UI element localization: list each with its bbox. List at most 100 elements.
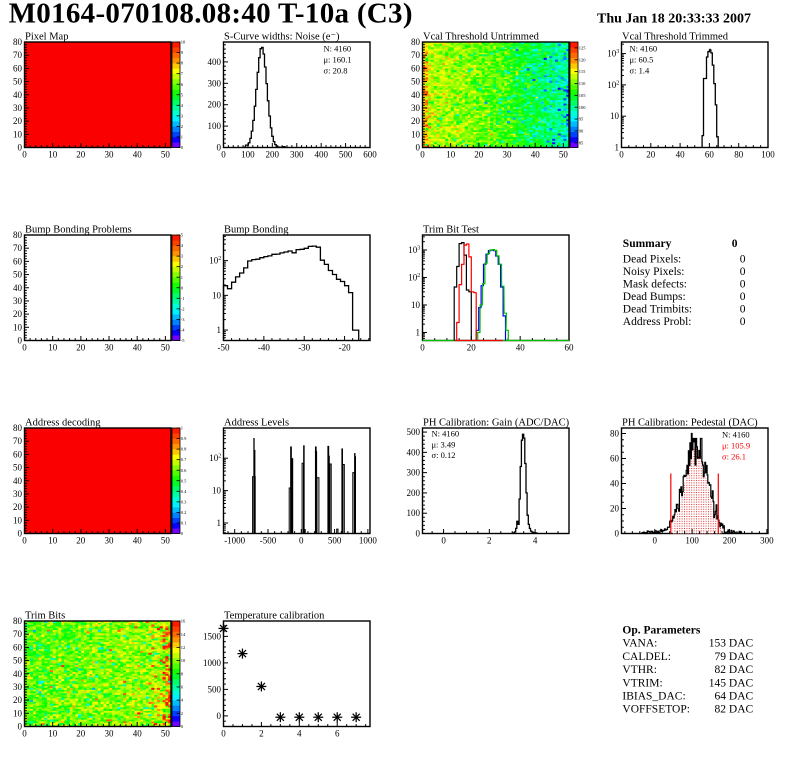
svg-text:4: 4 [181, 698, 184, 703]
svg-text:0: 0 [420, 343, 425, 353]
svg-text:10: 10 [48, 343, 58, 353]
svg-text:500: 500 [407, 427, 421, 437]
svg-text:102: 102 [209, 256, 221, 266]
svg-text:64 DAC: 64 DAC [715, 691, 754, 703]
svg-text:10: 10 [212, 486, 222, 496]
svg-text:PH Calibration: Gain (ADC/DAC): PH Calibration: Gain (ADC/DAC) [423, 417, 570, 428]
svg-text:0: 0 [217, 143, 222, 153]
svg-text:40: 40 [133, 343, 143, 353]
svg-text:82 DAC: 82 DAC [715, 664, 754, 676]
svg-text:8: 8 [181, 61, 184, 66]
svg-text:80: 80 [13, 423, 23, 433]
svg-text:80: 80 [13, 230, 23, 240]
svg-text:10: 10 [181, 658, 186, 663]
svg-text:100: 100 [241, 150, 255, 160]
svg-text:PH Calibration: Pedestal (DAC): PH Calibration: Pedestal (DAC) [622, 417, 758, 428]
svg-text:0: 0 [416, 143, 421, 153]
svg-text:300: 300 [407, 468, 421, 478]
svg-text:90: 90 [579, 129, 584, 134]
svg-text:Summary: Summary [623, 238, 672, 250]
svg-text:20: 20 [76, 729, 86, 739]
svg-text:85: 85 [579, 140, 584, 145]
svg-text:Op. Parameters: Op. Parameters [622, 625, 700, 637]
svg-text:1: 1 [217, 518, 222, 528]
svg-text:Vcal Threshold Untrimmed: Vcal Threshold Untrimmed [423, 31, 540, 42]
svg-text:30: 30 [105, 729, 115, 739]
svg-text:40: 40 [13, 669, 23, 679]
svg-text:79 DAC: 79 DAC [715, 651, 754, 663]
svg-text:40: 40 [13, 283, 23, 293]
svg-text:10: 10 [181, 40, 186, 45]
svg-text:20: 20 [13, 695, 23, 705]
svg-text:10: 10 [411, 300, 421, 310]
svg-text:VANA:: VANA: [622, 638, 657, 650]
svg-text:5: 5 [181, 92, 184, 97]
svg-text:0.7: 0.7 [181, 457, 187, 462]
svg-text:S-Curve widths: Noise (e⁻): S-Curve widths: Noise (e⁻) [224, 31, 340, 42]
svg-text:Trim Bit Test: Trim Bit Test [423, 224, 479, 235]
svg-text:70: 70 [411, 50, 421, 60]
svg-text:20: 20 [467, 343, 477, 353]
svg-text:60: 60 [411, 63, 421, 73]
svg-text:0: 0 [299, 536, 304, 546]
svg-text:0: 0 [653, 536, 658, 546]
svg-text:1: 1 [416, 328, 421, 338]
svg-text:20: 20 [13, 309, 23, 319]
svg-text:1: 1 [217, 325, 222, 335]
svg-text:82 DAC: 82 DAC [715, 704, 754, 716]
svg-text:500: 500 [339, 150, 353, 160]
svg-text:60: 60 [13, 256, 23, 266]
svg-text:10: 10 [212, 290, 222, 300]
svg-text:1: 1 [181, 135, 183, 140]
svg-text:0: 0 [221, 150, 226, 160]
svg-text:-5: -5 [181, 338, 185, 343]
svg-text:-50: -50 [218, 343, 230, 353]
svg-text:50: 50 [559, 150, 569, 160]
svg-text:0: 0 [740, 316, 746, 328]
svg-text:Thu Jan 18 20:33:33 2007: Thu Jan 18 20:33:33 2007 [597, 12, 751, 27]
svg-text:Address Probl:: Address Probl: [623, 316, 692, 328]
svg-text:-4: -4 [181, 328, 185, 333]
svg-text:80: 80 [13, 616, 23, 626]
svg-text:200: 200 [723, 536, 737, 546]
svg-text:20: 20 [76, 536, 86, 546]
svg-text:16: 16 [181, 619, 186, 624]
svg-text:0: 0 [615, 529, 620, 539]
svg-text:105: 105 [579, 93, 587, 98]
svg-text:-20: -20 [339, 343, 351, 353]
svg-text:0: 0 [740, 266, 746, 278]
svg-text:Vcal Threshold Trimmed: Vcal Threshold Trimmed [622, 31, 729, 42]
svg-text:0.3: 0.3 [181, 500, 187, 505]
svg-text:0: 0 [22, 150, 27, 160]
svg-text:-40: -40 [258, 343, 270, 353]
svg-text:30: 30 [13, 103, 23, 113]
svg-text:0: 0 [740, 279, 746, 291]
svg-text:VTRIM:: VTRIM: [622, 677, 662, 689]
svg-text:6: 6 [335, 729, 340, 739]
svg-text:80: 80 [734, 150, 744, 160]
svg-text:0.5: 0.5 [181, 478, 187, 483]
svg-text:3: 3 [181, 254, 184, 259]
svg-text:1: 1 [181, 426, 183, 431]
svg-text:0: 0 [740, 291, 746, 303]
svg-text:100: 100 [761, 150, 775, 160]
svg-text:10: 10 [48, 729, 58, 739]
svg-text:60: 60 [565, 343, 575, 353]
svg-text:Trim Bits: Trim Bits [25, 610, 65, 621]
svg-text:20: 20 [13, 116, 23, 126]
svg-text:10: 10 [48, 536, 58, 546]
svg-text:10: 10 [48, 150, 58, 160]
svg-text:N: 4160: N: 4160 [432, 429, 460, 439]
svg-text:50: 50 [13, 463, 23, 473]
svg-text:115: 115 [579, 69, 586, 74]
svg-text:4: 4 [297, 729, 302, 739]
svg-text:40: 40 [13, 476, 23, 486]
svg-text:0: 0 [740, 254, 746, 266]
svg-text:40: 40 [13, 90, 23, 100]
svg-text:50: 50 [161, 536, 171, 546]
svg-text:145 DAC: 145 DAC [709, 677, 754, 689]
svg-text:6: 6 [181, 82, 184, 87]
svg-text:60: 60 [705, 150, 715, 160]
svg-text:100: 100 [208, 121, 222, 131]
svg-text:0.8: 0.8 [181, 447, 187, 452]
